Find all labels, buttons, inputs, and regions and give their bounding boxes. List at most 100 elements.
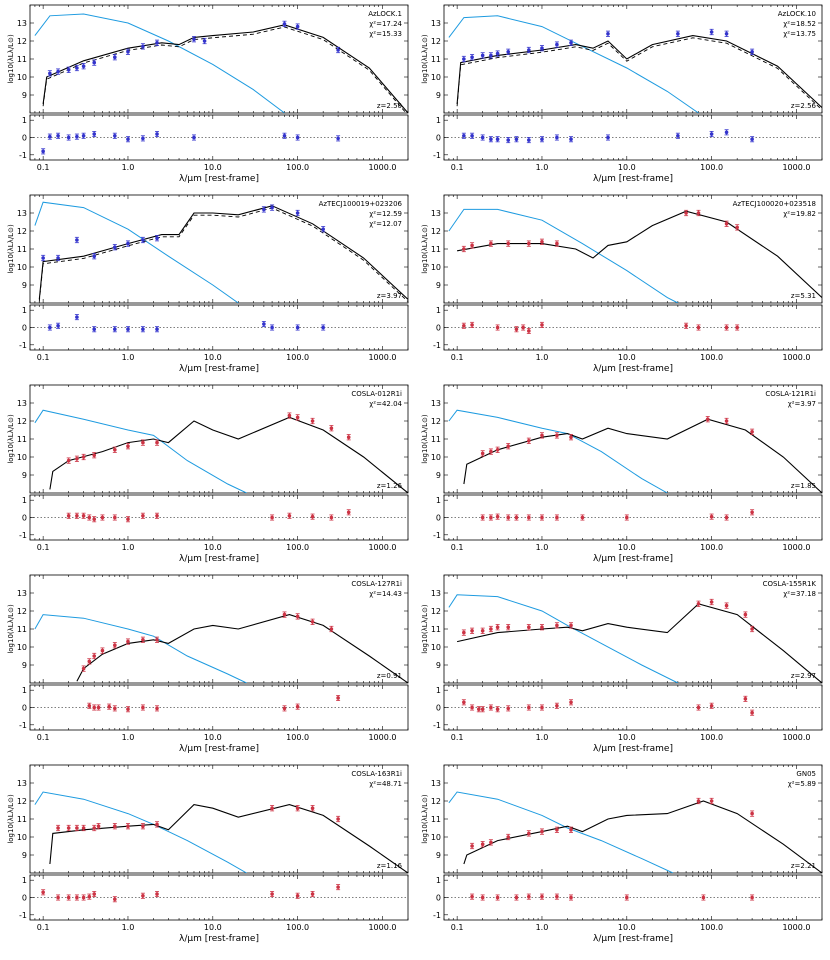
r-tick-label: 0 (436, 514, 441, 523)
data-point (480, 629, 485, 633)
chi2-value: χ²=37.18 (783, 590, 816, 598)
data-point (336, 817, 340, 821)
residual-point (743, 697, 748, 701)
residual-point (346, 510, 351, 515)
residual-point (92, 705, 97, 710)
y-tick-label: 10 (17, 453, 27, 462)
data-point (155, 440, 159, 445)
residual-point (113, 133, 117, 138)
data-point (56, 826, 60, 830)
x-axis-label: λ/μm [rest-frame] (593, 934, 673, 944)
residual-point (66, 513, 71, 518)
data-point (569, 41, 573, 45)
residual-point (569, 895, 573, 900)
x-tick-label: 100.0 (286, 543, 309, 552)
y-tick-label: 13 (431, 19, 441, 28)
data-point (282, 612, 287, 617)
sed-curve (456, 603, 822, 683)
data-point (527, 439, 531, 443)
residual-point (514, 515, 519, 520)
x-tick-label: 0.1 (37, 543, 50, 552)
y-tick-label: 12 (17, 607, 27, 616)
residual-point (310, 514, 315, 519)
residual-point (470, 894, 474, 899)
y-tick-label: 10 (431, 643, 441, 652)
r-tick-label: -1 (433, 151, 441, 160)
data-point (506, 625, 511, 629)
data-point (495, 448, 500, 452)
data-point (709, 30, 714, 34)
y-axis-label: log10(λLλ/L⊙) (421, 794, 429, 844)
y-axis-label: log10(λLλ/L⊙) (421, 34, 429, 84)
residual-point (696, 705, 701, 710)
x-axis-label: λ/μm [rest-frame] (179, 554, 259, 564)
data-point (750, 627, 754, 631)
residual-point (684, 323, 688, 328)
y-tick-label: 11 (17, 55, 27, 64)
chi2-value: χ²=12.59 (369, 210, 402, 218)
residual-point (75, 895, 79, 900)
data-point (92, 453, 97, 458)
data-point (56, 69, 60, 74)
y-tick-label: 11 (431, 815, 441, 824)
panel-COSLA-127R1i: 0.1 1.0 10.0 100.0 1000.0 λ/μm [rest-frame] 9 1… (7, 574, 409, 754)
y-tick-label: 11 (17, 435, 27, 444)
residual-point (489, 705, 493, 710)
stellar-curve (448, 594, 679, 683)
data-point (696, 799, 701, 803)
residual-point (480, 707, 485, 712)
source-name: COSLA-012R1i (351, 390, 402, 398)
panel-AzTECJ100020+023518: 0.1 1.0 10.0 100.0 1000.0 λ/μm [rest-frame] 9 1… (421, 194, 823, 374)
x-axis-label: λ/μm [rest-frame] (179, 934, 259, 944)
x-tick-label: 1.0 (536, 923, 549, 932)
data-point (310, 419, 315, 423)
residual-point (724, 325, 729, 330)
data-point (75, 457, 79, 461)
residual-point (295, 704, 300, 709)
residual-point (470, 323, 474, 327)
y-tick-label: 9 (22, 281, 27, 290)
y-tick-label: 12 (431, 417, 441, 426)
x-tick-label: 0.1 (37, 353, 50, 362)
residual-point (75, 315, 79, 319)
y-tick-label: 9 (436, 91, 441, 100)
redshift: z=2.56 (791, 102, 817, 110)
data-point (141, 638, 145, 642)
data-point (92, 60, 97, 65)
residual-point (270, 325, 274, 330)
residual-point (495, 895, 500, 900)
y-tick-label: 13 (431, 589, 441, 598)
x-tick-label: 1.0 (122, 923, 135, 932)
x-tick-label: 100.0 (286, 733, 309, 742)
residual-point (540, 137, 544, 142)
redshift: z=2.21 (791, 862, 816, 870)
data-point (192, 37, 196, 41)
data-point (709, 600, 714, 604)
data-point (66, 826, 71, 830)
panel-AzLOCK.10: 0.1 1.0 10.0 100.0 1000.0 λ/μm [rest-frame] 9 1… (421, 4, 823, 184)
residual-point (66, 135, 71, 140)
data-point (684, 211, 688, 215)
data-point (126, 444, 130, 449)
data-point (527, 625, 531, 629)
residual-point (540, 894, 544, 899)
residual-point (321, 325, 325, 330)
x-axis-label: λ/μm [rest-frame] (593, 744, 673, 754)
residual-point (555, 894, 559, 899)
residual-point (480, 135, 485, 140)
x-axis-label: λ/μm [rest-frame] (593, 554, 673, 564)
residual-point (336, 136, 340, 141)
residual-point (96, 705, 101, 710)
residual-point (56, 133, 60, 138)
residual-point (514, 327, 519, 332)
data-point (41, 256, 45, 260)
stellar-curve (448, 208, 679, 303)
data-point (81, 826, 86, 830)
sed-frame (29, 764, 409, 874)
residual-point (724, 515, 729, 520)
y-tick-label: 11 (17, 625, 27, 634)
stellar-curve (448, 791, 674, 873)
data-point (75, 66, 79, 70)
y-tick-label: 13 (431, 779, 441, 788)
source-name: COSLA-127R1i (351, 580, 402, 588)
